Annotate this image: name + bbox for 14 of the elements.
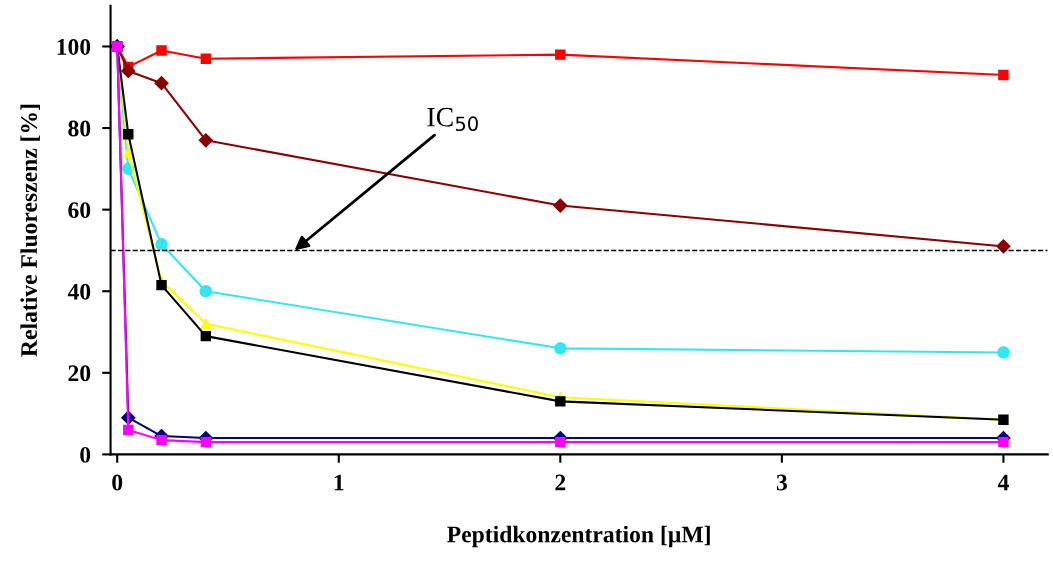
x-axis-title: Peptidkonzentration [µM] <box>447 525 710 548</box>
y-axis-title: Relative Fluoreszenz [%] <box>20 104 40 357</box>
x-tick-label: 2 <box>555 474 566 491</box>
x-tick-label: 0 <box>112 474 123 491</box>
y-tick-label: 60 <box>68 202 91 219</box>
y-tick-label: 80 <box>68 120 91 137</box>
y-tick-label: 100 <box>57 38 91 55</box>
y-tick-label: 40 <box>67 283 91 300</box>
x-tick-label: 3 <box>776 474 787 491</box>
y-tick-label: 0 <box>80 446 91 463</box>
annotation: IC$_{50}$ <box>427 107 478 132</box>
y-tick-label: 20 <box>68 365 91 382</box>
x-tick-label: 1 <box>334 474 344 491</box>
x-tick-label: 4 <box>997 474 1009 491</box>
